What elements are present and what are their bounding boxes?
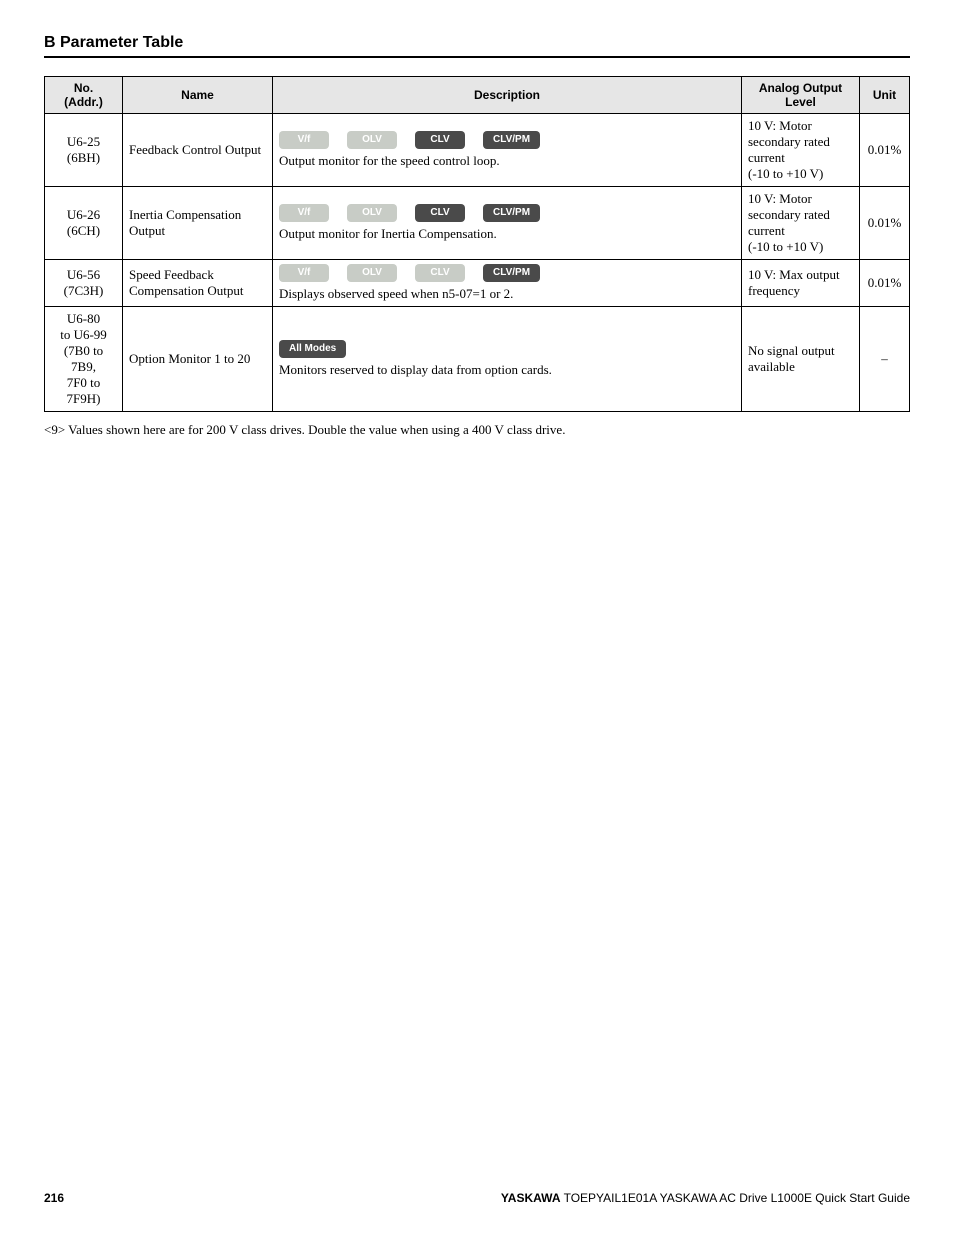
description-text: Displays observed speed when n5-07=1 or … <box>279 286 735 302</box>
mode-badges: V/f OLV CLV CLV/PM <box>279 131 735 149</box>
mode-badge-clv: CLV <box>415 131 465 149</box>
mode-badges: All Modes <box>279 340 735 358</box>
table-row: U6-26(6CH)Inertia Compensation OutputV/f… <box>45 187 910 260</box>
col-header-no: No.(Addr.) <box>45 77 123 114</box>
cell-unit: – <box>860 307 910 412</box>
parameter-table: No.(Addr.) Name Description Analog Outpu… <box>44 76 910 412</box>
mode-badge-clv: CLV <box>415 204 465 222</box>
cell-no: U6-26(6CH) <box>45 187 123 260</box>
cell-level: 10 V: Motor secondary rated current(-10 … <box>742 114 860 187</box>
mode-badge-clvpm: CLV/PM <box>483 131 540 149</box>
table-body: U6-25(6BH)Feedback Control Output V/f OLV C… <box>45 114 910 412</box>
cell-no: U6-25(6BH) <box>45 114 123 187</box>
mode-badges: V/f OLV CLV CLV/PM <box>279 204 735 222</box>
cell-name: Inertia Compensation Output <box>123 187 273 260</box>
doc-title: YASKAWA TOEPYAIL1E01A YASKAWA AC Drive L… <box>501 1191 910 1205</box>
page-number: 216 <box>44 1191 64 1205</box>
footnote: <9> Values shown here are for 200 V clas… <box>44 422 910 438</box>
table-header: No.(Addr.) Name Description Analog Outpu… <box>45 77 910 114</box>
mode-badge-clv: CLV <box>415 264 465 282</box>
table-row: U6-25(6BH)Feedback Control Output V/f OLV C… <box>45 114 910 187</box>
cell-description: All Modes Monitors reserved to display da… <box>273 307 742 412</box>
cell-name: Speed Feedback Compensation Output <box>123 260 273 307</box>
mode-badge-olv: OLV <box>347 264 397 282</box>
mode-badge-clvpm: CLV/PM <box>483 204 540 222</box>
brand: YASKAWA <box>501 1191 561 1205</box>
description-text: Monitors reserved to display data from o… <box>279 362 735 378</box>
description-text: Output monitor for Inertia Compensation. <box>279 226 735 242</box>
mode-badges: V/f OLV CLV CLV/PM <box>279 264 735 282</box>
cell-name: Feedback Control Output <box>123 114 273 187</box>
cell-no: U6-80to U6-99(7B0 to7B9,7F0 to7F9H) <box>45 307 123 412</box>
mode-badge-vf: V/f <box>279 264 329 282</box>
cell-name: Option Monitor 1 to 20 <box>123 307 273 412</box>
cell-level: No signal output available <box>742 307 860 412</box>
section-title: B Parameter Table <box>44 34 910 58</box>
mode-badge-vf: V/f <box>279 131 329 149</box>
cell-no: U6-56(7C3H) <box>45 260 123 307</box>
col-header-desc: Description <box>273 77 742 114</box>
cell-description: V/f OLV CLV CLV/PM Displays observed speed w… <box>273 260 742 307</box>
cell-description: V/f OLV CLV CLV/PM Output monitor for Inerti… <box>273 187 742 260</box>
col-header-unit: Unit <box>860 77 910 114</box>
mode-badge-olv: OLV <box>347 131 397 149</box>
mode-badge-vf: V/f <box>279 204 329 222</box>
cell-unit: 0.01% <box>860 114 910 187</box>
col-header-level: Analog Output Level <box>742 77 860 114</box>
description-text: Output monitor for the speed control loo… <box>279 153 735 169</box>
doc-text: TOEPYAIL1E01A YASKAWA AC Drive L1000E Qu… <box>560 1191 910 1205</box>
cell-description: V/f OLV CLV CLV/PM Output monitor for the sp… <box>273 114 742 187</box>
page-footer: 216 YASKAWA TOEPYAIL1E01A YASKAWA AC Dri… <box>44 1191 910 1205</box>
mode-badge-olv: OLV <box>347 204 397 222</box>
cell-level: 10 V: Max output frequency <box>742 260 860 307</box>
mode-badge-all: All Modes <box>279 340 346 358</box>
mode-badge-clvpm: CLV/PM <box>483 264 540 282</box>
cell-unit: 0.01% <box>860 260 910 307</box>
cell-level: 10 V: Motor secondary rated current(-10 … <box>742 187 860 260</box>
cell-unit: 0.01% <box>860 187 910 260</box>
table-row: U6-80to U6-99(7B0 to7B9,7F0 to7F9H)Optio… <box>45 307 910 412</box>
col-header-name: Name <box>123 77 273 114</box>
table-row: U6-56(7C3H)Speed Feedback Compensation O… <box>45 260 910 307</box>
